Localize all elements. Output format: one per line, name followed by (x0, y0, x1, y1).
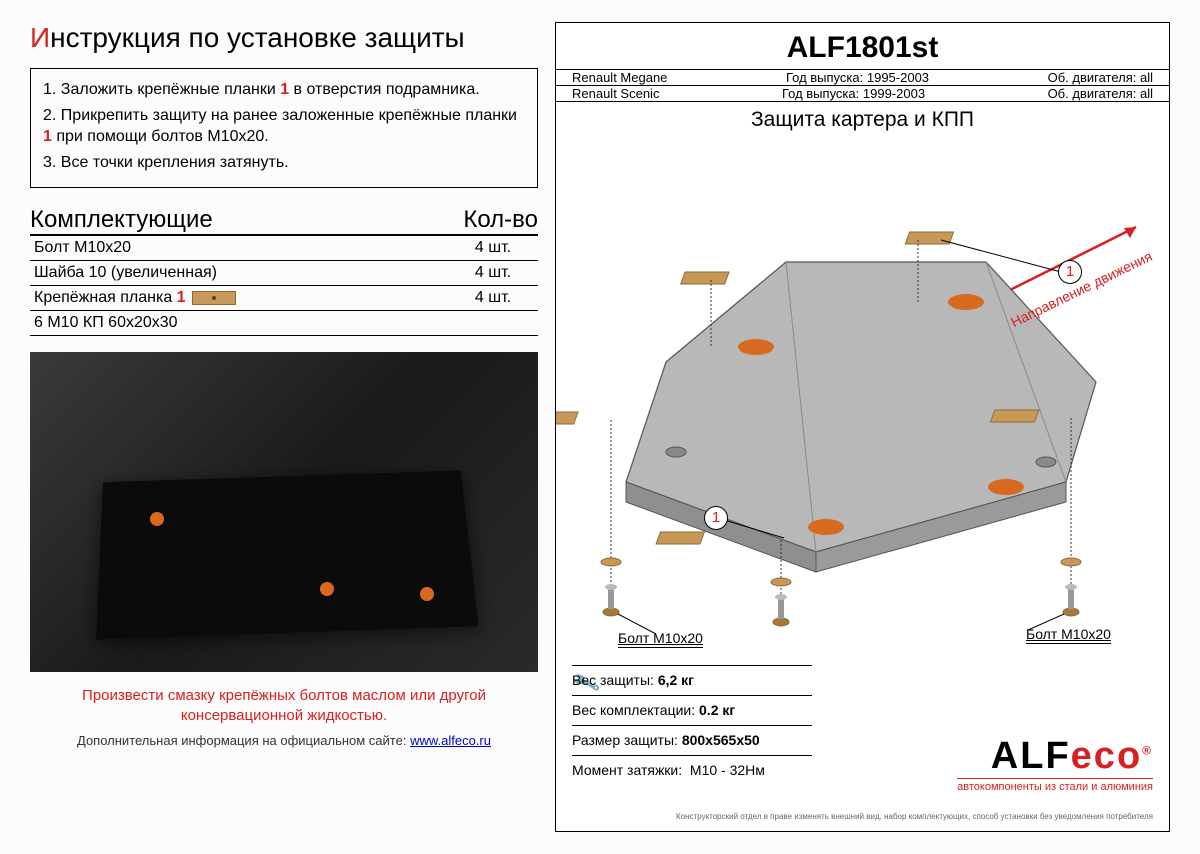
callout-circle: 1 (1058, 260, 1082, 284)
bracket-icon (192, 291, 236, 305)
table-row: Болт М10х204 шт. (30, 236, 538, 261)
title-accent: И (30, 22, 50, 53)
diagram-area: Направление движения 1 1 Болт М10х20 Бол… (556, 132, 1169, 662)
meta-row: Renault Scenic Год выпуска: 1999-2003 Об… (556, 86, 1169, 102)
left-column: Инструкция по установке защиты Заложить … (30, 22, 538, 748)
brand-logo: ALFeco® автокомпоненты из стали и алюмин… (957, 735, 1153, 793)
bolt-icon (601, 558, 621, 616)
instructions-list: Заложить крепёжные планки 1 в отверстия … (43, 79, 525, 173)
diagram-svg (556, 132, 1171, 662)
parts-header: Комплектующие Кол-во (30, 206, 538, 236)
fineprint: Конструкторский отдел в праве изменять в… (676, 812, 1153, 821)
site-link-line: Дополнительная информация на официальном… (30, 733, 538, 748)
bolt-label: Болт М10х20 (1026, 626, 1111, 644)
install-photo (30, 352, 538, 672)
instruction-item: Заложить крепёжные планки 1 в отверстия … (43, 79, 525, 101)
footer-note: Произвести смазку крепёжных болтов масло… (30, 686, 538, 725)
instruction-item: Прикрепить защиту на ранее заложенные кр… (43, 105, 525, 148)
product-code: ALF1801st (556, 23, 1169, 65)
parts-header-left: Комплектующие (30, 206, 213, 234)
meta-row: Renault Megane Год выпуска: 1995-2003 Об… (556, 70, 1169, 86)
table-row: Шайба 10 (увеличенная)4 шт. (30, 261, 538, 286)
callout-circle: 1 (704, 506, 728, 530)
photo-plate (96, 471, 478, 640)
subtitle: Защита картера и КПП (556, 108, 1169, 132)
page-title: Инструкция по установке защиты (30, 22, 538, 54)
logo-tagline: автокомпоненты из стали и алюминия (957, 778, 1153, 793)
spec-box: Вес защиты: 6,2 кг Вес комплектации: 0.2… (572, 661, 812, 781)
parts-header-right: Кол-во (463, 206, 538, 234)
bolt-label: Болт М10х20 (618, 630, 703, 648)
right-column: ALF1801st Renault Megane Год выпуска: 19… (555, 22, 1170, 832)
title-rest: нструкция по установке защиты (50, 22, 465, 53)
parts-table: Болт М10х204 шт. Шайба 10 (увеличенная)4… (30, 236, 538, 336)
bolt-icon (771, 578, 791, 626)
instruction-item: Все точки крепления затянуть. (43, 152, 525, 174)
page: AUTOTC.RU AUTOTC.RU AUTOTC.RU AUTOTC.RU … (0, 0, 1200, 854)
table-row: Крепёжная планка 14 шт. (30, 286, 538, 311)
instructions-box: Заложить крепёжные планки 1 в отверстия … (30, 68, 538, 188)
table-row: 6 М10 КП 60х20х30 (30, 311, 538, 336)
site-url-link[interactable]: www.alfeco.ru (410, 733, 491, 748)
